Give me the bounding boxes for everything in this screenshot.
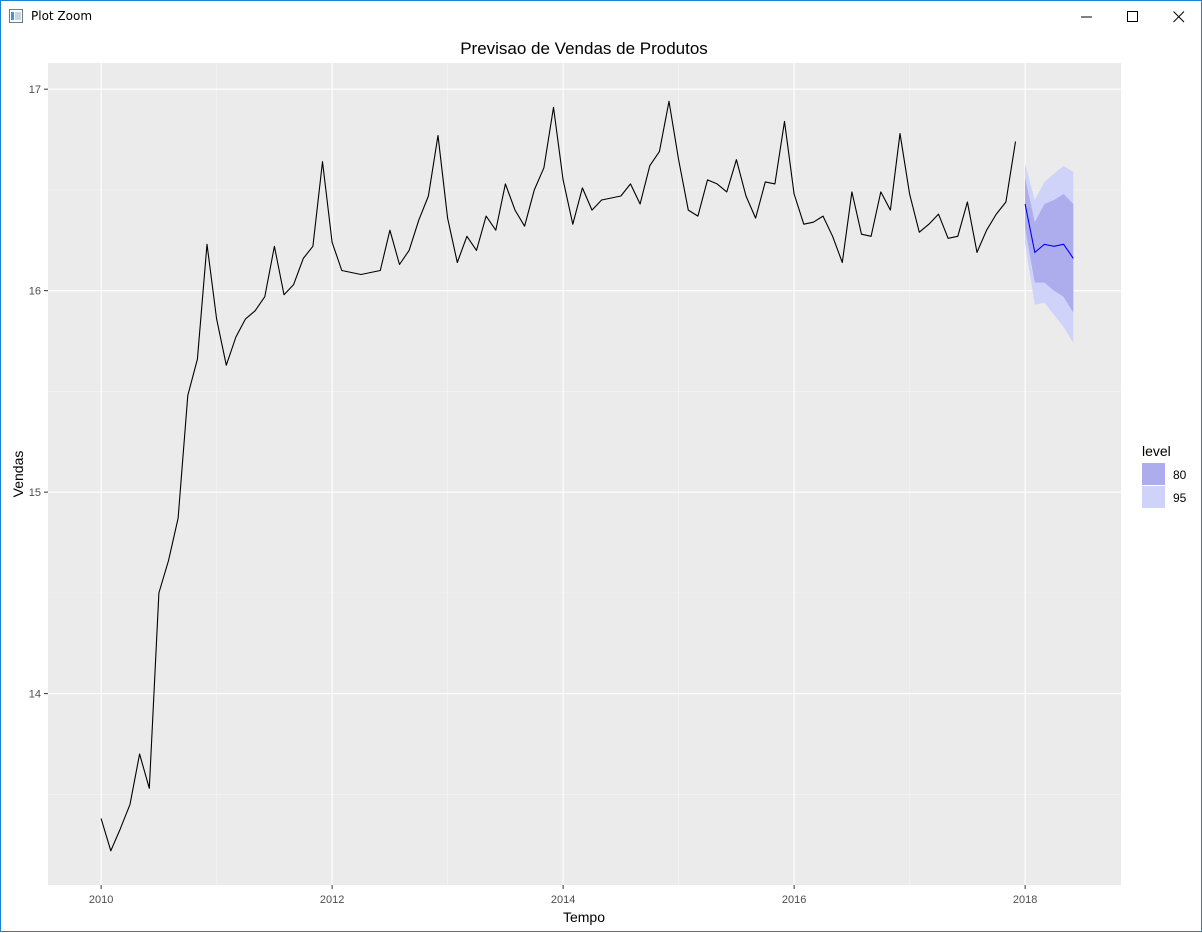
y-axis-label: Vendas	[10, 451, 26, 498]
app-icon	[9, 9, 23, 23]
chart-title: Previsao de Vendas de Produtos	[460, 39, 708, 58]
plot-area: Previsao de Vendas de Produtos 2010 2012 2…	[2, 32, 1200, 933]
legend-title: level	[1142, 443, 1171, 459]
minimize-icon	[1081, 16, 1092, 18]
y-tick-label: 14	[29, 689, 41, 701]
x-tick-label: 2014	[551, 894, 575, 906]
y-tick-label: 15	[29, 487, 41, 499]
close-icon	[1173, 11, 1185, 23]
title-bar[interactable]: Plot Zoom	[1, 1, 1201, 32]
maximize-button[interactable]	[1110, 1, 1156, 32]
x-tick-label: 2016	[782, 894, 806, 906]
x-tick-label: 2018	[1013, 894, 1037, 906]
close-button[interactable]	[1156, 1, 1202, 32]
forecast-chart: Previsao de Vendas de Produtos 2010 2012 2…	[10, 39, 1187, 925]
x-axis-label: Tempo	[563, 909, 605, 925]
y-tick-label: 17	[29, 84, 41, 96]
window-title: Plot Zoom	[31, 9, 93, 23]
x-tick-label: 2012	[320, 894, 344, 906]
legend-key-80	[1142, 463, 1165, 485]
maximize-icon	[1127, 11, 1138, 22]
minimize-button[interactable]	[1064, 1, 1110, 32]
legend-label-80: 80	[1173, 468, 1187, 482]
minor-gridlines	[48, 63, 1121, 885]
legend: level 80 95	[1142, 443, 1187, 508]
observed-series-line	[100, 100, 1017, 852]
y-axis: 14 15 16 17	[29, 84, 48, 701]
y-tick-label: 16	[29, 286, 41, 298]
x-tick-label: 2010	[89, 894, 113, 906]
series-lines	[100, 100, 1074, 852]
legend-label-95: 95	[1173, 491, 1187, 505]
legend-key-95	[1142, 486, 1165, 508]
forecast-mean-line	[1024, 203, 1074, 259]
x-axis: 2010 2012 2014 2016 2018	[89, 885, 1037, 906]
plot-panel	[48, 63, 1121, 885]
